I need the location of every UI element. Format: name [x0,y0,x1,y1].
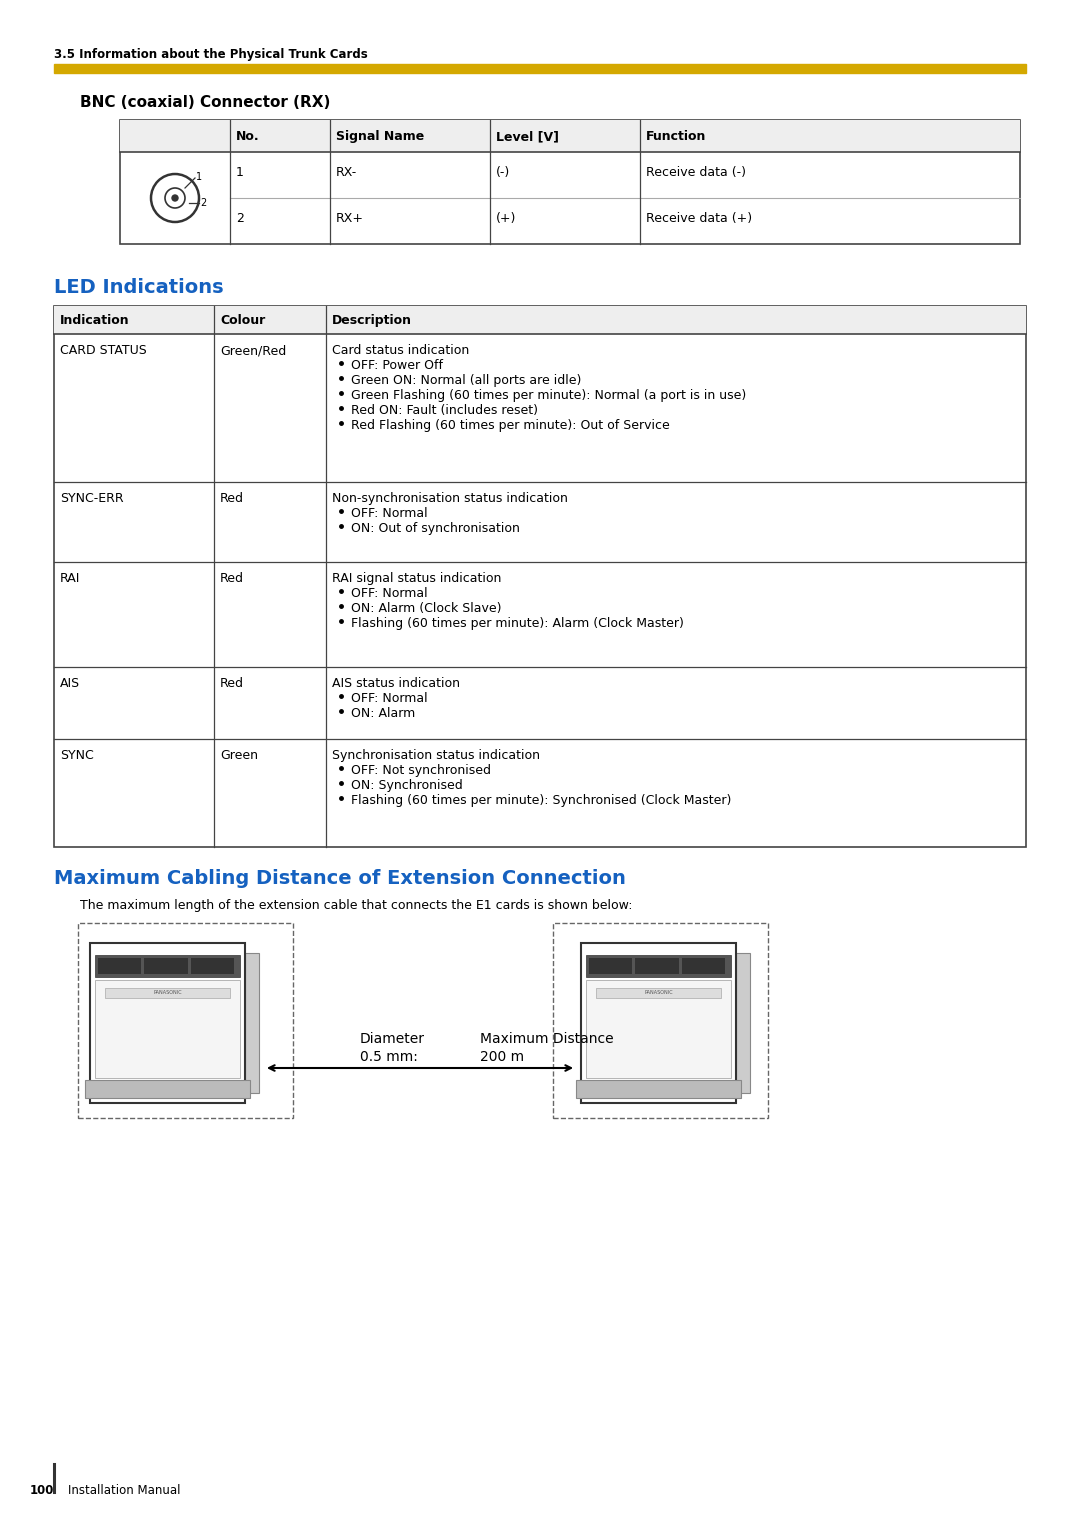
Bar [120,121,1020,244]
Bar [586,955,731,976]
Bar [735,953,750,1093]
Bar [635,958,678,973]
Text: BNC (coaxial) Connector (RX): BNC (coaxial) Connector (RX) [80,95,330,110]
Text: Maximum Distance: Maximum Distance [480,1031,613,1047]
Text: RAI: RAI [60,571,80,585]
Bar [98,958,141,973]
Text: 3.5 Information about the Physical Trunk Cards: 3.5 Information about the Physical Trunk… [54,47,368,61]
Text: 1: 1 [237,167,244,179]
Text: RX+: RX+ [336,212,364,225]
Text: Green ON: Normal (all ports are idle): Green ON: Normal (all ports are idle) [351,374,581,387]
Bar [581,943,735,1103]
Bar [85,1080,249,1099]
Bar [54,306,1026,847]
Text: Indication: Indication [60,313,130,327]
Text: OFF: Power Off: OFF: Power Off [351,359,443,371]
Text: 100: 100 [30,1484,54,1497]
Text: The maximum length of the extension cable that connects the E1 cards is shown be: The maximum length of the extension cabl… [80,898,633,912]
Text: Level [V]: Level [V] [496,130,559,144]
Text: OFF: Normal: OFF: Normal [351,692,428,704]
Bar [576,1080,741,1099]
Text: Maximum Cabling Distance of Extension Connection: Maximum Cabling Distance of Extension Co… [54,869,626,888]
Text: RAI signal status indication: RAI signal status indication [332,571,501,585]
Text: No.: No. [237,130,259,144]
Text: 2: 2 [200,199,206,208]
Text: Installation Manual: Installation Manual [68,1484,180,1497]
Text: 1: 1 [195,173,202,182]
Text: PANASONIC: PANASONIC [153,990,181,996]
Text: Red ON: Fault (includes reset): Red ON: Fault (includes reset) [351,403,538,417]
Text: Receive data (-): Receive data (-) [646,167,746,179]
Bar [95,979,240,1077]
Text: 200 m: 200 m [480,1050,524,1063]
Text: PANASONIC: PANASONIC [644,990,673,996]
Text: ON: Out of synchronisation: ON: Out of synchronisation [351,523,519,535]
Text: SYNC-ERR: SYNC-ERR [60,492,123,504]
Bar [586,979,731,1077]
Text: OFF: Not synchronised: OFF: Not synchronised [351,764,491,778]
Bar [54,64,1026,73]
Text: Flashing (60 times per minute): Synchronised (Clock Master): Flashing (60 times per minute): Synchron… [351,795,731,807]
Text: RX-: RX- [336,167,357,179]
Text: 0.5 mm:: 0.5 mm: [360,1050,418,1063]
Text: Green: Green [220,749,258,762]
Text: Green/Red: Green/Red [220,344,286,358]
Text: Red: Red [220,677,244,691]
Text: Red: Red [220,571,244,585]
Bar [589,958,632,973]
Text: Receive data (+): Receive data (+) [646,212,752,225]
Text: Flashing (60 times per minute): Alarm (Clock Master): Flashing (60 times per minute): Alarm (C… [351,617,684,630]
Text: AIS: AIS [60,677,80,691]
Text: 2: 2 [237,212,244,225]
Bar [596,989,721,998]
Text: OFF: Normal: OFF: Normal [351,587,428,601]
Text: SYNC: SYNC [60,749,94,762]
Bar [95,955,240,976]
Bar [105,989,230,998]
Bar [78,923,293,1118]
Text: Red Flashing (60 times per minute): Out of Service: Red Flashing (60 times per minute): Out … [351,419,670,432]
Bar [54,306,1026,335]
Bar [145,958,188,973]
Text: Synchronisation status indication: Synchronisation status indication [332,749,540,762]
Bar [90,943,245,1103]
Text: LED Indications: LED Indications [54,278,224,296]
Text: OFF: Normal: OFF: Normal [351,507,428,520]
Text: (-): (-) [496,167,510,179]
Bar [681,958,725,973]
Text: Colour: Colour [220,313,266,327]
Text: Card status indication: Card status indication [332,344,469,358]
Text: ON: Alarm (Clock Slave): ON: Alarm (Clock Slave) [351,602,501,614]
Text: CARD STATUS: CARD STATUS [60,344,147,358]
Text: Signal Name: Signal Name [336,130,424,144]
Text: (+): (+) [496,212,516,225]
Text: Green Flashing (60 times per minute): Normal (a port is in use): Green Flashing (60 times per minute): No… [351,390,746,402]
Text: Function: Function [646,130,706,144]
Text: AIS status indication: AIS status indication [332,677,460,691]
Text: Non-synchronisation status indication: Non-synchronisation status indication [332,492,568,504]
Circle shape [172,196,178,202]
Text: Diameter: Diameter [360,1031,426,1047]
Text: Red: Red [220,492,244,504]
Bar [191,958,234,973]
Text: ON: Alarm: ON: Alarm [351,707,415,720]
Text: ON: Synchronised: ON: Synchronised [351,779,462,792]
Bar [553,923,768,1118]
Text: Description: Description [332,313,411,327]
Bar [245,953,259,1093]
Bar [120,121,1020,151]
